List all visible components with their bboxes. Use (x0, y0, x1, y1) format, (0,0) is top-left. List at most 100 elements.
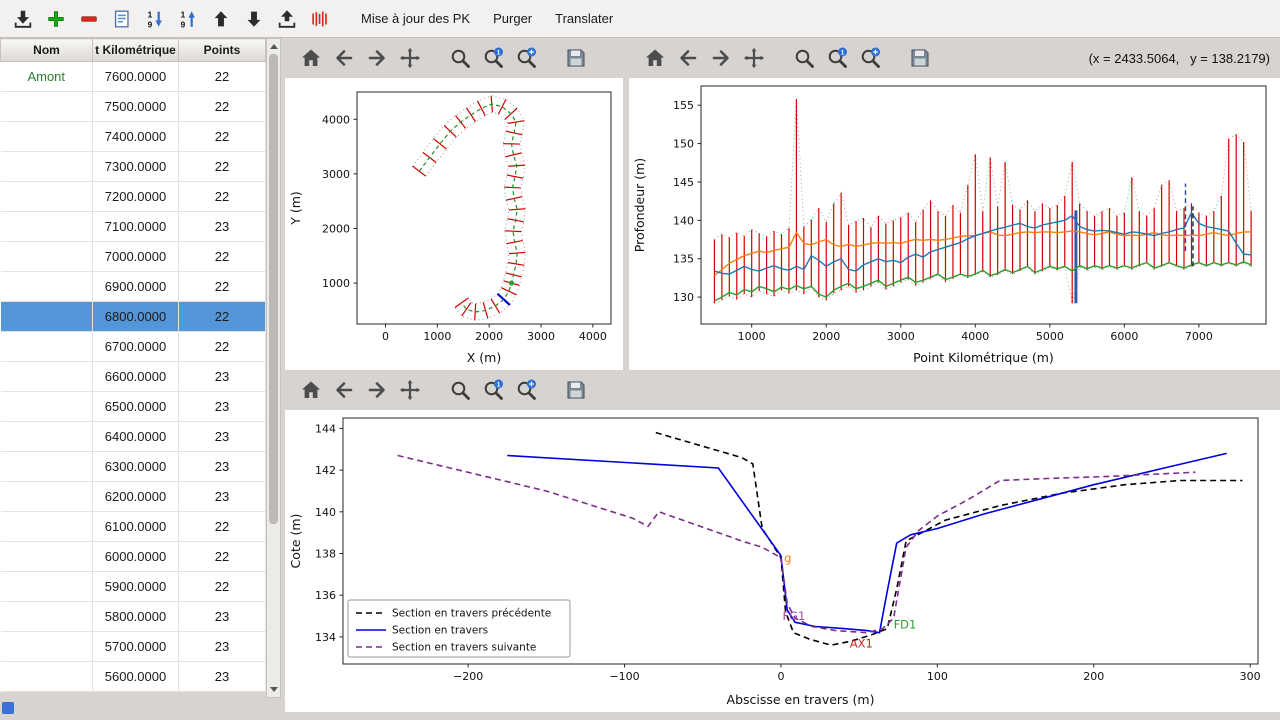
table-row[interactable]: 6600.0000 23 (0, 361, 266, 392)
zoom-rect-button[interactable] (512, 376, 540, 404)
cell-nom[interactable] (0, 451, 93, 482)
table-row[interactable]: 7400.0000 22 (0, 121, 266, 152)
column-header-points[interactable]: Points (178, 38, 266, 62)
cell-points[interactable]: 22 (178, 571, 266, 602)
cell-nom[interactable] (0, 211, 93, 242)
cell-pk[interactable]: 6400.0000 (92, 421, 179, 452)
cell-nom[interactable] (0, 511, 93, 542)
cell-points[interactable]: 22 (178, 151, 266, 182)
export-button[interactable] (272, 4, 302, 34)
back-button[interactable] (330, 376, 358, 404)
table-row[interactable]: 5600.0000 23 (0, 661, 266, 692)
forward-button[interactable] (363, 44, 391, 72)
cell-pk[interactable]: 7600.0000 (92, 61, 179, 92)
scrollbar-thumb[interactable] (269, 54, 278, 524)
cell-pk[interactable]: 7000.0000 (92, 241, 179, 272)
pan-button[interactable] (740, 44, 768, 72)
forward-button[interactable] (707, 44, 735, 72)
cell-pk[interactable]: 6300.0000 (92, 451, 179, 482)
table-row[interactable]: 7500.0000 22 (0, 91, 266, 122)
cell-pk[interactable]: 6100.0000 (92, 511, 179, 542)
cell-points[interactable]: 22 (178, 241, 266, 272)
cell-nom[interactable] (0, 121, 93, 152)
purge-button[interactable]: Purger (483, 5, 542, 32)
cell-nom[interactable] (0, 181, 93, 212)
zoom-button[interactable] (446, 44, 474, 72)
zoom-button[interactable] (446, 376, 474, 404)
cell-nom[interactable] (0, 601, 93, 632)
cell-pk[interactable]: 6000.0000 (92, 541, 179, 572)
cell-points[interactable]: 22 (178, 301, 266, 332)
back-button[interactable] (674, 44, 702, 72)
cell-pk[interactable]: 6900.0000 (92, 271, 179, 302)
import-button[interactable] (8, 4, 38, 34)
table-scrollbar[interactable] (266, 38, 281, 698)
table-row[interactable]: 6300.0000 23 (0, 451, 266, 482)
table-row[interactable]: 6000.0000 22 (0, 541, 266, 572)
cell-points[interactable]: 22 (178, 511, 266, 542)
cell-points[interactable]: 22 (178, 541, 266, 572)
cell-nom[interactable] (0, 331, 93, 362)
table-row[interactable]: 7300.0000 22 (0, 151, 266, 182)
cell-pk[interactable]: 5800.0000 (92, 601, 179, 632)
home-button[interactable] (641, 44, 669, 72)
cell-points[interactable]: 23 (178, 481, 266, 512)
cell-nom[interactable] (0, 481, 93, 512)
table-row[interactable]: 5900.0000 22 (0, 571, 266, 602)
save-figure-button[interactable] (562, 44, 590, 72)
cross-section-plot[interactable]: −200 −100 0 100 200 300 134 136 138 140 142 144 Absc… (285, 410, 1280, 712)
table-row[interactable]: 5800.0000 23 (0, 601, 266, 632)
table-row[interactable]: Amont 7600.0000 22 (0, 61, 266, 92)
cell-points[interactable]: 22 (178, 181, 266, 212)
cell-nom[interactable] (0, 361, 93, 392)
cell-points[interactable]: 23 (178, 391, 266, 422)
zoom-button[interactable] (790, 44, 818, 72)
pan-button[interactable] (396, 376, 424, 404)
cell-pk[interactable]: 7400.0000 (92, 121, 179, 152)
forward-button[interactable] (363, 376, 391, 404)
pan-button[interactable] (396, 44, 424, 72)
cell-points[interactable]: 23 (178, 661, 266, 692)
zoom-rect-button[interactable] (856, 44, 884, 72)
scroll-down-icon[interactable] (267, 683, 280, 696)
cell-nom[interactable] (0, 421, 93, 452)
cell-nom[interactable] (0, 271, 93, 302)
cell-points[interactable]: 23 (178, 211, 266, 242)
cell-points[interactable]: 22 (178, 121, 266, 152)
cell-nom[interactable] (0, 571, 93, 602)
cell-nom[interactable] (0, 391, 93, 422)
cell-points[interactable]: 22 (178, 61, 266, 92)
plan-view-plot[interactable]: 0 1000 2000 3000 4000 1000 2000 3000 4000 X (m) Y … (285, 78, 623, 370)
save-figure-button[interactable] (562, 376, 590, 404)
cell-nom[interactable] (0, 91, 93, 122)
cell-nom[interactable] (0, 241, 93, 272)
table-row[interactable]: 6900.0000 22 (0, 271, 266, 302)
table-row[interactable]: 6700.0000 22 (0, 331, 266, 362)
table-row[interactable]: 7200.0000 22 (0, 181, 266, 212)
cell-pk[interactable]: 5900.0000 (92, 571, 179, 602)
translate-button[interactable]: Translater (545, 5, 623, 32)
cell-nom[interactable] (0, 151, 93, 182)
table-row[interactable]: 7000.0000 22 (0, 241, 266, 272)
cell-points[interactable]: 22 (178, 331, 266, 362)
table-row[interactable]: 6200.0000 23 (0, 481, 266, 512)
cell-pk[interactable]: 6500.0000 (92, 391, 179, 422)
cell-pk[interactable]: 7200.0000 (92, 181, 179, 212)
zoom-one-button[interactable]: 1 (479, 44, 507, 72)
cell-nom[interactable] (0, 661, 93, 692)
table-row[interactable]: 6500.0000 23 (0, 391, 266, 422)
table-row[interactable]: 5700.0000 23 (0, 631, 266, 662)
save-figure-button[interactable] (906, 44, 934, 72)
cell-nom[interactable] (0, 631, 93, 662)
zoom-one-button[interactable]: 1 (479, 376, 507, 404)
table-row[interactable]: 6100.0000 22 (0, 511, 266, 542)
cell-pk[interactable]: 7300.0000 (92, 151, 179, 182)
cell-pk[interactable]: 6700.0000 (92, 331, 179, 362)
cell-nom[interactable]: Amont (0, 61, 93, 92)
longitudinal-profile-plot[interactable]: 1000 2000 3000 4000 5000 6000 7000 130 135 140 145… (629, 78, 1280, 370)
cell-pk[interactable]: 7500.0000 (92, 91, 179, 122)
cell-points[interactable]: 22 (178, 91, 266, 122)
cell-pk[interactable]: 6800.0000 (92, 301, 179, 332)
move-down-button[interactable] (239, 4, 269, 34)
